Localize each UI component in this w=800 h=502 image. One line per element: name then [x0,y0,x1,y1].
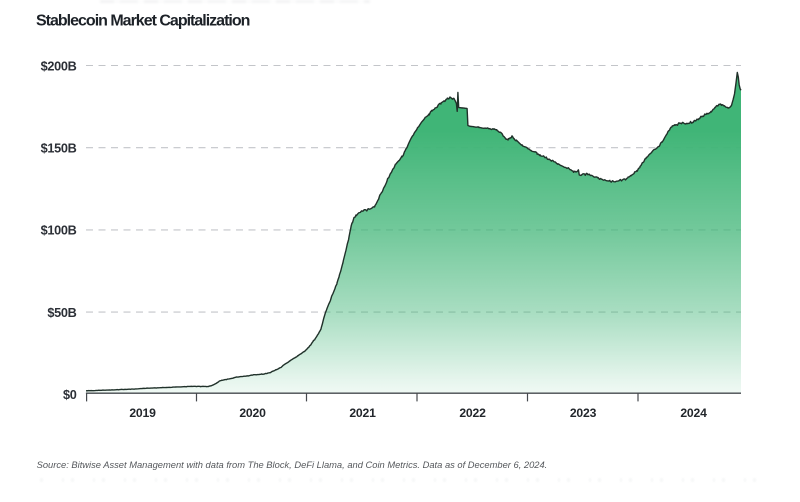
svg-text:2021: 2021 [349,406,376,420]
svg-text:$100B: $100B [41,224,77,238]
svg-text:$200B: $200B [41,59,77,73]
svg-text:Source: Bitwise Asset Manageme: Source: Bitwise Asset Management with da… [37,460,548,470]
svg-text:2019: 2019 [129,406,156,420]
svg-text:2023: 2023 [570,406,597,420]
svg-text:$0: $0 [63,388,77,402]
svg-text:$50B: $50B [47,306,76,320]
svg-text:2022: 2022 [459,406,486,420]
svg-text:$150B: $150B [41,142,77,156]
svg-text:2020: 2020 [239,406,266,420]
svg-text:Stablecoin Market Capitalizati: Stablecoin Market Capitalization [36,12,250,29]
svg-text:2024: 2024 [680,406,707,420]
